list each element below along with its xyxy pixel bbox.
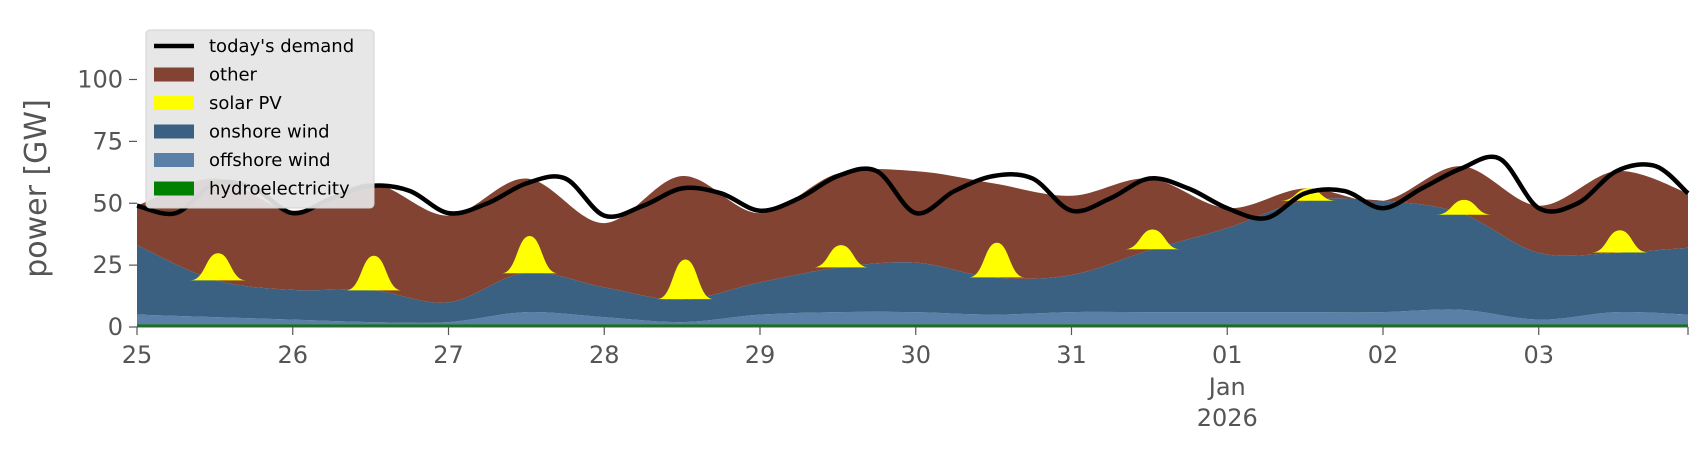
- x-tick-label: 31: [1056, 341, 1087, 369]
- y-tick-label: 75: [92, 127, 123, 155]
- x-tick-label: 29: [745, 341, 776, 369]
- y-tick-label: 0: [108, 313, 123, 341]
- legend: today's demand other solar PV onshore wind o…: [145, 29, 375, 209]
- y-tick-label: 50: [92, 189, 123, 217]
- y-axis-title: power [GW]: [19, 99, 54, 278]
- solar-pv-peak: [345, 255, 402, 291]
- legend-swatch: [154, 153, 194, 167]
- area-onshore-wind: [137, 198, 1688, 323]
- solar-pv-peak: [968, 242, 1025, 278]
- x-tick-label: 25: [122, 341, 153, 369]
- x-tick-label: 27: [433, 341, 464, 369]
- area-offshore-wind: [137, 309, 1688, 325]
- legend-swatch: [154, 181, 194, 196]
- y-tick-label: 100: [77, 66, 123, 94]
- legend-box: [145, 29, 375, 209]
- legend-swatch: [154, 67, 194, 82]
- legend-label: onshore wind: [209, 122, 330, 143]
- solar-pv-peak: [501, 236, 558, 274]
- solar-pv-peak: [813, 245, 870, 268]
- demand-line: [136, 154, 1690, 221]
- legend-label: offshore wind: [209, 150, 331, 171]
- demand-line-group: [136, 154, 1690, 221]
- legend-label: hydroelectricity: [209, 179, 350, 200]
- solar-pv-peak: [190, 253, 247, 281]
- legend-label: other: [209, 65, 258, 86]
- x-tick-label: 02: [1368, 341, 1399, 369]
- legend-swatch: [154, 124, 194, 139]
- y-axis: power [GW] 0 25 50 75 100: [19, 66, 137, 341]
- x-tick-sublabel: 2026: [1197, 404, 1258, 432]
- x-axis: 25 26 27 28 29 30 31 01 Jan 2026 02 03: [122, 326, 1689, 432]
- legend-label: today's demand: [209, 36, 354, 57]
- legend-label: solar PV: [209, 93, 282, 114]
- y-tick-label: 25: [92, 251, 123, 279]
- area-hydroelectricity: [137, 324, 1688, 327]
- x-tick-label: 30: [900, 341, 931, 369]
- x-tick-label: 03: [1523, 341, 1554, 369]
- area-series-group: [137, 166, 1688, 327]
- x-tick-label: 01: [1212, 341, 1243, 369]
- x-tick-label: 26: [277, 341, 308, 369]
- x-tick-sublabel: Jan: [1207, 373, 1246, 401]
- x-tick-label: 28: [589, 341, 620, 369]
- solar-pv-peak: [1436, 199, 1493, 215]
- solar-pv-peak: [657, 259, 714, 300]
- legend-swatch: [154, 96, 194, 110]
- solar-pv-peak: [1124, 229, 1181, 250]
- solar-pv-peak: [1591, 230, 1648, 253]
